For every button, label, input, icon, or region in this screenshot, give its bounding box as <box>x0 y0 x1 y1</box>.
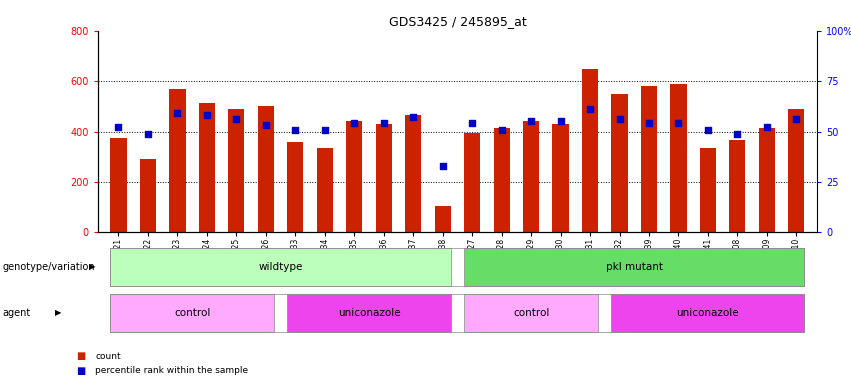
Bar <box>611 94 627 232</box>
Text: ▶: ▶ <box>54 308 61 318</box>
Bar <box>759 128 775 232</box>
Point <box>230 116 243 122</box>
Point <box>613 116 626 122</box>
Bar <box>523 121 540 232</box>
Point <box>436 163 449 169</box>
Point <box>494 126 508 132</box>
Text: count: count <box>95 352 121 361</box>
Point <box>288 126 302 132</box>
Text: ▶: ▶ <box>89 262 95 271</box>
Point <box>760 124 774 131</box>
Bar <box>582 68 598 232</box>
Point <box>554 118 568 124</box>
Bar <box>700 148 716 232</box>
Point <box>790 116 803 122</box>
Point <box>671 120 685 126</box>
Point <box>701 126 715 132</box>
Bar <box>641 86 657 232</box>
Bar <box>288 142 304 232</box>
Text: pkl mutant: pkl mutant <box>606 262 663 272</box>
Point <box>377 120 391 126</box>
Point <box>730 131 744 137</box>
Point <box>347 120 361 126</box>
Point <box>200 112 214 118</box>
Title: GDS3425 / 245895_at: GDS3425 / 245895_at <box>389 15 526 28</box>
Text: wildtype: wildtype <box>259 262 303 272</box>
Point <box>259 122 272 129</box>
Bar <box>788 109 804 232</box>
Bar <box>464 133 480 232</box>
Bar <box>435 206 451 232</box>
Point <box>583 106 597 113</box>
Point <box>171 110 185 116</box>
Text: percentile rank within the sample: percentile rank within the sample <box>95 366 248 375</box>
Point <box>643 120 656 126</box>
Text: ■: ■ <box>77 366 86 376</box>
Bar <box>111 138 127 232</box>
Text: ■: ■ <box>77 351 86 361</box>
Point <box>407 114 420 121</box>
Point <box>111 124 125 131</box>
Bar <box>671 84 687 232</box>
Text: control: control <box>513 308 549 318</box>
Bar <box>729 140 745 232</box>
Text: genotype/variation: genotype/variation <box>3 262 95 272</box>
Bar <box>317 148 333 232</box>
Point <box>141 131 155 137</box>
Point <box>524 118 538 124</box>
Point <box>318 126 332 132</box>
Point <box>465 120 479 126</box>
Bar <box>228 109 244 232</box>
Bar <box>494 128 510 232</box>
Bar <box>258 106 274 232</box>
Bar <box>552 124 568 232</box>
Bar <box>140 159 156 232</box>
Bar <box>199 103 215 232</box>
Bar <box>375 124 391 232</box>
Bar <box>169 89 186 232</box>
Text: uniconazole: uniconazole <box>338 308 400 318</box>
Bar <box>405 115 421 232</box>
Text: control: control <box>174 308 210 318</box>
Text: uniconazole: uniconazole <box>677 308 740 318</box>
Bar <box>346 121 363 232</box>
Text: agent: agent <box>3 308 31 318</box>
